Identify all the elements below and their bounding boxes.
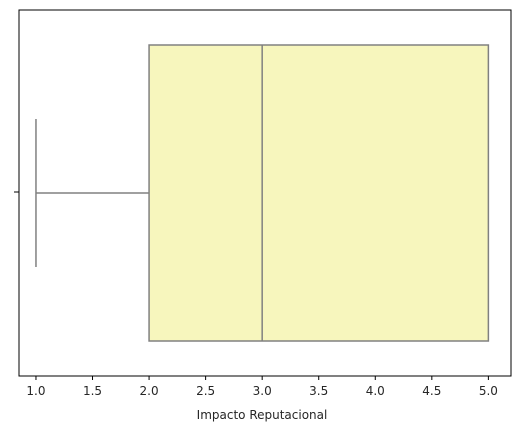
x-tick-label: 2.0 (140, 384, 159, 398)
x-tick-label: 3.5 (309, 384, 328, 398)
iqr-box (149, 45, 488, 341)
x-tick-label: 1.5 (83, 384, 102, 398)
x-tick-label: 3.0 (253, 384, 272, 398)
x-axis-label: Impacto Reputacional (197, 408, 328, 422)
x-tick-label: 2.5 (196, 384, 215, 398)
x-tick-label: 4.0 (366, 384, 385, 398)
x-tick-label: 1.0 (26, 384, 45, 398)
x-axis-ticks: 1.0 1.5 2.0 2.5 3.0 3.5 4.0 4.5 5.0 (26, 376, 498, 398)
x-tick-label: 5.0 (479, 384, 498, 398)
x-tick-label: 4.5 (422, 384, 441, 398)
